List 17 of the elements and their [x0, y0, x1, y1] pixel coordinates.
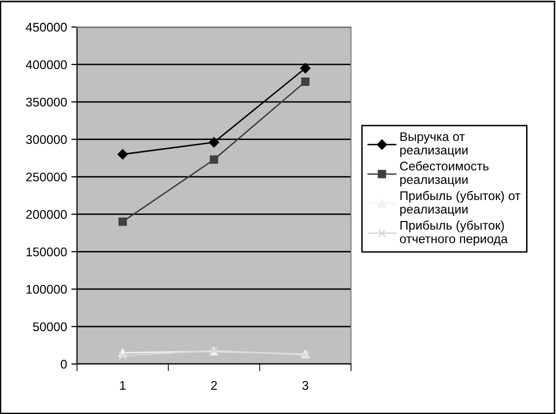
y-tick-label: 300000 [26, 135, 67, 144]
y-tick-label: 0 [60, 360, 67, 369]
legend-label: Выручка от реализации [400, 132, 468, 157]
x-tick-label: 3 [302, 380, 308, 390]
y-tick-label: 250000 [26, 172, 67, 182]
y-tick-label: 350000 [26, 98, 67, 107]
y-tick-label: 450000 [26, 22, 67, 32]
legend-label: Прибыль (убыток) от реализации [400, 190, 520, 216]
y-tick-label: 150000 [26, 247, 67, 256]
x-tick-label: 1 [120, 381, 126, 390]
y-tick-label: 50000 [33, 322, 67, 332]
legend-label: Себестоимость реализации [400, 161, 489, 186]
legend-label: Прибыль (убыток) отчетного периода [400, 220, 508, 246]
y-tick-label: 200000 [26, 210, 67, 219]
y-tick-label: 100000 [26, 284, 67, 294]
x-tick-label: 2 [211, 380, 217, 390]
y-tick-label: 400000 [26, 60, 67, 70]
